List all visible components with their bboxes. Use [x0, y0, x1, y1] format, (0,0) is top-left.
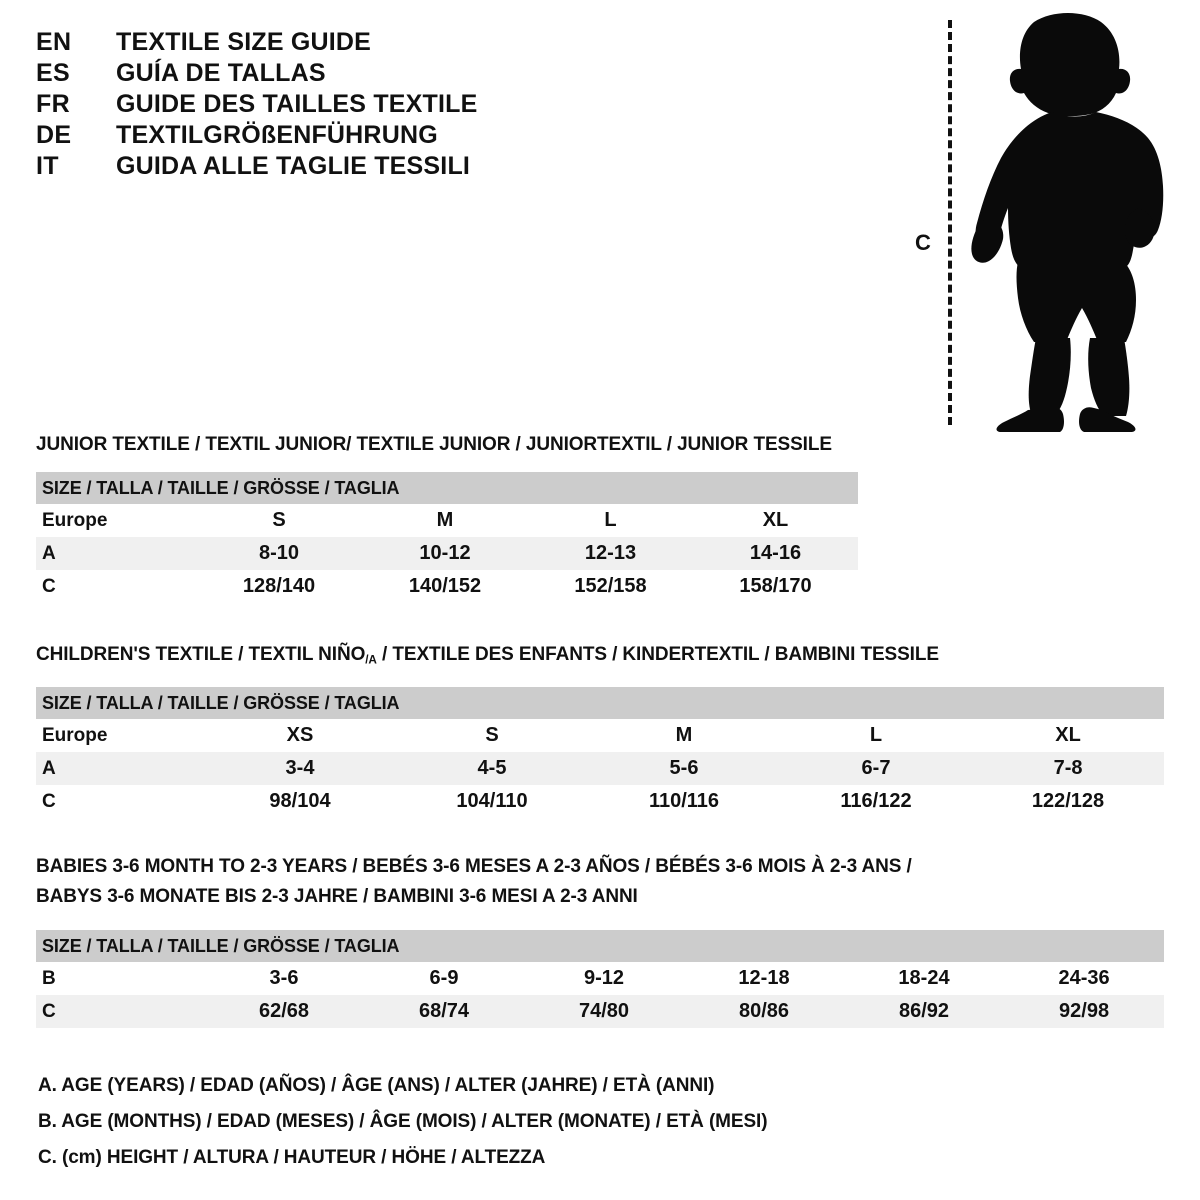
table-cell: 104/110 [396, 785, 588, 819]
table-cell: 4-5 [396, 752, 588, 786]
section-title-line1: BABIES 3-6 MONTH TO 2-3 YEARS / BEBÉS 3-… [36, 856, 912, 877]
language-row: FR GUIDE DES TAILLES TEXTILE [36, 90, 596, 121]
table-cell: 62/68 [204, 995, 364, 1028]
legend-line-b: B. AGE (MONTHS) / EDAD (MESES) / ÂGE (MO… [38, 1111, 768, 1132]
language-row: ES GUÍA DE TALLAS [36, 59, 596, 90]
table-cell: 158/170 [693, 570, 858, 603]
section-title: JUNIOR TEXTILE / TEXTIL JUNIOR/ TEXTILE … [36, 434, 832, 455]
legend-line-c: C. (cm) HEIGHT / ALTURA / HAUTEUR / HÖHE… [38, 1147, 546, 1168]
section-title-subscript: /A [365, 653, 377, 667]
size-bar-label: SIZE / TALLA / TAILLE / GRÖSSE / TAGLIA [36, 687, 1165, 720]
height-reference-figure: C [900, 12, 1190, 432]
section-junior-textile: JUNIOR TEXTILE / TEXTIL JUNIOR/ TEXTILE … [36, 430, 858, 603]
section-title-pre: CHILDREN'S TEXTILE / TEXTIL NIÑO [36, 644, 366, 665]
row-label: A [36, 537, 196, 570]
table-cell: 152/158 [528, 570, 693, 603]
table-cell: 80/86 [684, 995, 844, 1028]
table-cell: 86/92 [844, 995, 1004, 1028]
language-row: IT GUIDA ALLE TAGLIE TESSILI [36, 152, 596, 183]
size-header-cell: M [362, 504, 528, 537]
language-code: IT [36, 152, 59, 180]
table-header-bar: SIZE / TALLA / TAILLE / GRÖSSE / TAGLIA [36, 472, 858, 504]
section-title: CHILDREN'S TEXTILE / TEXTIL NIÑO/A / TEX… [36, 640, 1164, 675]
row-label: A [36, 752, 204, 786]
table-cell: 128/140 [196, 570, 362, 603]
row-label: C [36, 570, 196, 603]
language-code: EN [36, 28, 72, 56]
table-cell: 12-13 [528, 537, 693, 570]
section-title-post: / TEXTILE DES ENFANTS / KINDERTEXTIL / B… [376, 644, 939, 665]
size-header-cell: L [528, 504, 693, 537]
table-cell: 3-4 [204, 752, 396, 786]
language-header-block: EN TEXTILE SIZE GUIDE ES GUÍA DE TALLAS … [36, 28, 596, 183]
table-cell: 6-9 [364, 962, 524, 995]
row-label: B [36, 962, 204, 995]
language-code: FR [36, 90, 70, 118]
language-code: DE [36, 121, 72, 149]
children-size-table: SIZE / TALLA / TAILLE / GRÖSSE / TAGLIA … [36, 687, 1165, 819]
child-silhouette-icon [971, 13, 1164, 432]
table-cell: 92/98 [1004, 995, 1165, 1028]
table-cell: 140/152 [362, 570, 528, 603]
table-cell: 116/122 [780, 785, 972, 819]
size-header-cell: XL [693, 504, 858, 537]
language-title: GUIDA ALLE TAGLIE TESSILI [116, 152, 471, 180]
junior-size-table: SIZE / TALLA / TAILLE / GRÖSSE / TAGLIA … [36, 472, 858, 603]
row-label: C [36, 785, 204, 819]
language-code: ES [36, 59, 70, 87]
table-row: B 3-6 6-9 9-12 12-18 18-24 24-36 [36, 962, 1165, 995]
table-cell: 122/128 [972, 785, 1165, 819]
size-header-cell: XS [204, 719, 396, 753]
table-header-bar: SIZE / TALLA / TAILLE / GRÖSSE / TAGLIA [36, 687, 1165, 720]
language-row: EN TEXTILE SIZE GUIDE [36, 28, 596, 59]
height-dashed-line [948, 20, 952, 425]
table-cell: 7-8 [972, 752, 1165, 786]
height-measure-label: C [915, 230, 931, 255]
legend-line-a: A. AGE (YEARS) / EDAD (AÑOS) / ÂGE (ANS)… [38, 1075, 715, 1096]
language-title: TEXTILE SIZE GUIDE [116, 28, 372, 56]
row-label: Europe [36, 719, 204, 753]
table-cell: 74/80 [524, 995, 684, 1028]
table-cell: 110/116 [588, 785, 780, 819]
size-header-cell: M [588, 719, 780, 753]
table-cell: 18-24 [844, 962, 1004, 995]
size-bar-label: SIZE / TALLA / TAILLE / GRÖSSE / TAGLIA [36, 472, 858, 504]
table-row: C 128/140 140/152 152/158 158/170 [36, 570, 858, 603]
table-cell: 98/104 [204, 785, 396, 819]
table-cell: 14-16 [693, 537, 858, 570]
table-row: C 62/68 68/74 74/80 80/86 86/92 92/98 [36, 995, 1165, 1028]
table-cell: 9-12 [524, 962, 684, 995]
table-cell: 8-10 [196, 537, 362, 570]
table-cell: 68/74 [364, 995, 524, 1028]
size-header-cell: S [196, 504, 362, 537]
language-title: TEXTILGRÖßENFÜHRUNG [116, 121, 438, 149]
table-header-bar: SIZE / TALLA / TAILLE / GRÖSSE / TAGLIA [36, 930, 1165, 962]
table-cell: 3-6 [204, 962, 364, 995]
table-cell: 10-12 [362, 537, 528, 570]
babies-size-table: SIZE / TALLA / TAILLE / GRÖSSE / TAGLIA … [36, 930, 1165, 1028]
row-label: Europe [36, 504, 196, 537]
table-cell: 24-36 [1004, 962, 1165, 995]
row-label: C [36, 995, 204, 1028]
table-row: Europe XS S M L XL [36, 719, 1165, 753]
language-title: GUÍA DE TALLAS [116, 59, 326, 87]
size-header-cell: XL [972, 719, 1165, 753]
table-row: C 98/104 104/110 110/116 116/122 122/128 [36, 785, 1165, 819]
table-row: Europe S M L XL [36, 504, 858, 537]
section-title-line2: BABYS 3-6 MONATE BIS 2-3 JAHRE / BAMBINI… [36, 886, 638, 907]
table-cell: 6-7 [780, 752, 972, 786]
size-header-cell: L [780, 719, 972, 753]
size-bar-label: SIZE / TALLA / TAILLE / GRÖSSE / TAGLIA [36, 930, 1165, 962]
language-row: DE TEXTILGRÖßENFÜHRUNG [36, 121, 596, 152]
size-header-cell: S [396, 719, 588, 753]
section-babies-textile: BABIES 3-6 MONTH TO 2-3 YEARS / BEBÉS 3-… [36, 852, 1165, 1028]
section-childrens-textile: CHILDREN'S TEXTILE / TEXTIL NIÑO/A / TEX… [36, 640, 1165, 819]
table-cell: 5-6 [588, 752, 780, 786]
table-row: A 8-10 10-12 12-13 14-16 [36, 537, 858, 570]
table-cell: 12-18 [684, 962, 844, 995]
table-row: A 3-4 4-5 5-6 6-7 7-8 [36, 752, 1165, 786]
measurement-legend: A. AGE (YEARS) / EDAD (AÑOS) / ÂGE (ANS)… [38, 1068, 1138, 1176]
language-title: GUIDE DES TAILLES TEXTILE [116, 90, 478, 118]
